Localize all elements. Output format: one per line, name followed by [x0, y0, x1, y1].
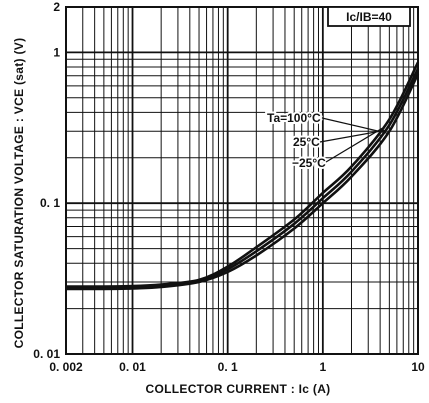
series-leader-2 [325, 127, 383, 163]
y-tick-label: 0. 1 [40, 196, 60, 210]
legend-box-label: Ic/IB=40 [346, 10, 392, 24]
series-leader-0 [321, 117, 388, 134]
series-line-2 [66, 61, 420, 288]
x-tick-label: 0. 01 [119, 360, 146, 374]
grid-minor [65, 6, 418, 354]
y-tick-label: 1 [53, 45, 60, 59]
x-tick-label: 10 [411, 360, 425, 374]
x-tick-label: 0. 1 [218, 360, 238, 374]
series-label-0: Ta=100°C [267, 111, 321, 125]
series-line-1 [65, 68, 420, 290]
y-tick-label: 0. 01 [33, 347, 60, 361]
series-leader-1 [319, 129, 386, 143]
series-group [65, 61, 420, 291]
series-label-1: 25°C [293, 135, 320, 149]
x-tick-labels: 0. 002 0. 01 0. 1 1 10 [49, 360, 425, 374]
y-tick-labels: 0. 01 0. 1 1 2 [33, 0, 60, 361]
series-label-2: −25°C [292, 156, 326, 170]
x-tick-label: 0. 002 [49, 360, 83, 374]
y-tick-label: 2 [53, 0, 60, 14]
series-annotations: Ta=100°C 25°C −25°C [265, 109, 388, 172]
x-tick-label: 1 [319, 360, 326, 374]
y-axis-label: COLLECTOR SATURATION VOLTAGE : VCE (sat)… [12, 38, 26, 349]
plot-frame [65, 6, 419, 355]
x-axis-label: COLLECTOR CURRENT : Ic (A) [146, 382, 331, 396]
legend-box: Ic/IB=40 [327, 6, 411, 27]
